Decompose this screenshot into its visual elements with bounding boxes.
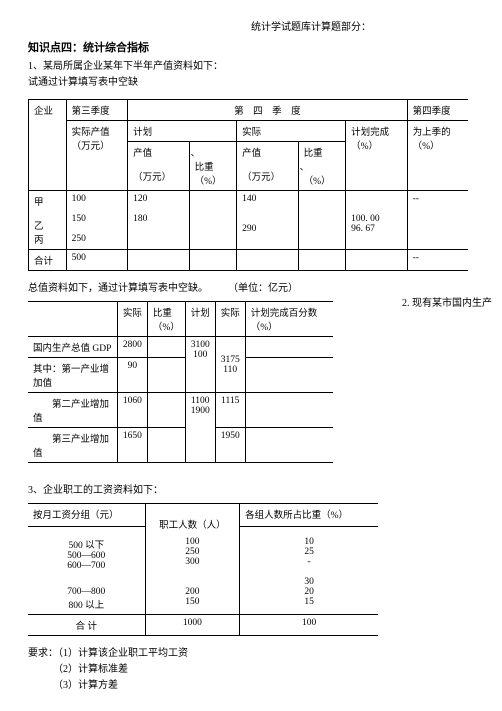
t2-1115: 1115 — [215, 393, 245, 428]
t2-1950: 1950 — [215, 428, 245, 463]
t2-d2: 第二产业增加值 — [28, 393, 117, 428]
t1-h-q4: 第 四 季 度 — [128, 100, 408, 121]
t2-1650: 1650 — [117, 428, 147, 463]
t3-p1: 1025- — [240, 534, 378, 574]
t3-heji: 合 计 — [28, 615, 145, 636]
t2-h-shiji: 实际 — [117, 302, 147, 337]
q3-text: 3、企业职工的工资资料如下： — [28, 483, 474, 499]
t1-500: 500 — [66, 250, 127, 271]
t3-r1: 500 以下500—600600—700 — [28, 534, 145, 574]
t3-v2: 200150 — [145, 574, 240, 615]
t1-h-cz2: 产值（万元） — [237, 142, 298, 191]
t2-1060: 1060 — [117, 393, 147, 428]
t2-h-jihua: 计划 — [185, 302, 215, 337]
t2-90: 90 — [117, 358, 147, 393]
t1-h-cz1: 产值（万元） — [128, 142, 189, 191]
t1-h-actual2: 实际 — [237, 121, 346, 142]
t2-h-shiji2: 实际 — [215, 302, 245, 337]
t3-100: 100 — [240, 615, 378, 636]
t1-c3 — [189, 191, 237, 250]
t3-h-ratio: 各组人数所占比重（%） — [240, 504, 378, 527]
t3-p2: 302015 — [240, 574, 378, 615]
table-3: 按月工资分组（元） 职工人数（人） 各组人数所占比重（%） 500 以下500—… — [28, 503, 378, 636]
t1-h-q4end: 第四季度 — [407, 100, 468, 121]
req-block: 要求：（1）计算该企业职工平均工资 （2）计算标准差 （3）计算方差 — [28, 646, 474, 694]
t1-c1: 100150250 — [66, 191, 127, 250]
t1-h-q3: 第三季度 — [66, 100, 127, 121]
t1-heji: 合计 — [29, 250, 67, 271]
t1-h-bz1: 、比重（%） — [189, 142, 237, 191]
t1-c7: -- — [407, 191, 468, 250]
t1-c6: 100. 0096. 67 — [346, 191, 407, 250]
t3-h-count: 职工人数（人） — [145, 504, 240, 535]
t3-v1: 100250300 — [145, 534, 240, 574]
t1-h-ent: 企业 — [29, 100, 67, 191]
table-2: 实际 比重（%） 计划 实际 计划完成百分数（%） 国内生产总值 GDP 280… — [28, 301, 333, 463]
t2-gdp: 国内生产总值 GDP — [28, 337, 117, 358]
t1-c2: 120180 — [128, 191, 189, 250]
q1-line1: 1、某局所属企业某年下半年产值资料如下： — [28, 59, 474, 75]
t2-h-bz: 比重（%） — [147, 302, 185, 337]
t1-h-plancomp: 计划完成（%） — [346, 121, 407, 191]
t1-h-plan: 计划 — [128, 121, 237, 142]
t1-c4: 140290 — [237, 191, 298, 250]
t1-h-prev: 为上季的（%） — [407, 121, 468, 191]
t2-3100-100: 3100100 — [185, 337, 215, 393]
t1-h-bz2: 比重、（%） — [298, 142, 346, 191]
t2-1100-1900: 11001900 — [185, 393, 215, 463]
q2-right: 2. 现有某市国内生产 — [402, 294, 492, 309]
t3-r2: 700—800800 以上 — [28, 574, 145, 615]
t2-d3: 第三产业增加值 — [28, 428, 117, 463]
table-1: 企业 第三季度 第 四 季 度 第四季度 实际产值（万元） 计划 实际 计划完成… — [28, 99, 468, 271]
t3-h-group: 按月工资分组（元） — [28, 504, 145, 527]
t1-h-actual: 实际产值（万元） — [66, 121, 127, 191]
t2-2800: 2800 — [117, 337, 147, 358]
t2-h-jhwc: 计划完成百分数（%） — [245, 302, 333, 337]
t1-jia: 甲乙丙 — [29, 191, 67, 250]
t3-1000: 1000 — [145, 615, 240, 636]
section-title: 知识点四：统计综合指标 — [28, 39, 474, 55]
q1-line2: 试通过计算填写表中空缺 — [28, 75, 474, 91]
t1-dash2: -- — [407, 250, 468, 271]
t2-qz: 其中：第一产业增加值 — [28, 358, 117, 393]
t1-c5 — [298, 191, 346, 250]
page-header: 统计学试题库计算题部分： — [148, 18, 474, 33]
t2-3175-110: 3175110 — [215, 337, 245, 393]
